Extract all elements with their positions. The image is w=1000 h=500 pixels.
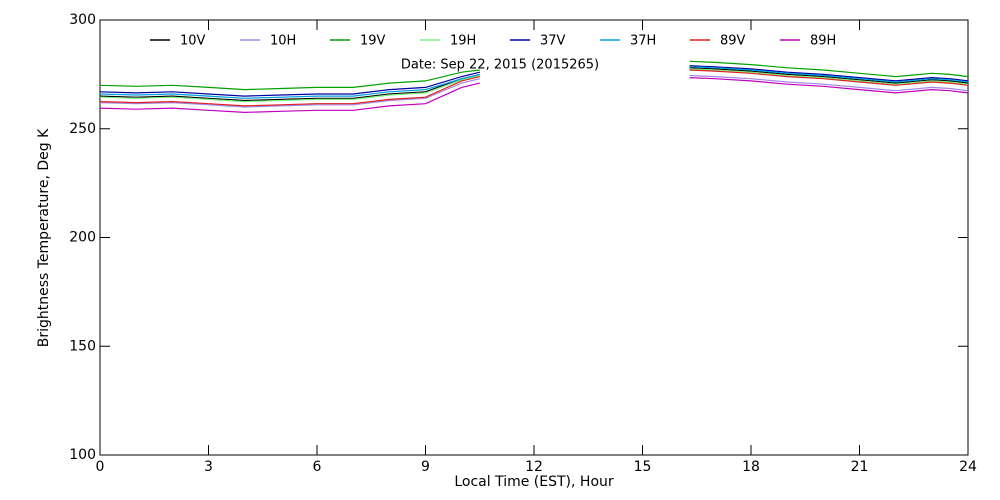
y-tick-label: 150 (69, 338, 96, 354)
series-line (99, 67, 969, 102)
x-tick-label: 3 (204, 459, 213, 475)
legend-label: 19H (450, 34, 476, 49)
legend-label: 10H (270, 34, 296, 49)
x-tick-label: 6 (313, 459, 322, 475)
series-line (99, 60, 969, 91)
legend-label: 89V (720, 34, 746, 49)
series-line (99, 65, 969, 97)
x-tick-label: 12 (525, 459, 543, 475)
legend-label: 19V (360, 34, 386, 49)
x-tick-label: 21 (851, 459, 869, 475)
y-axis-label: Brightness Temperature, Deg K (36, 128, 52, 347)
x-axis-label: Local Time (EST), Hour (454, 474, 614, 490)
y-tick-label: 100 (69, 447, 96, 463)
series-line (99, 66, 969, 99)
legend-label: 37H (630, 34, 656, 49)
series-line (99, 68, 969, 103)
series-line (99, 69, 969, 107)
y-tick-label: 200 (69, 230, 96, 246)
legend-label: 89H (810, 34, 836, 49)
y-tick-label: 250 (69, 121, 96, 137)
annotation: Date: Sep 22, 2015 (2015265) (401, 58, 599, 73)
x-tick-label: 9 (421, 459, 430, 475)
y-tick-label: 300 (69, 12, 96, 28)
legend-label: 10V (180, 34, 206, 49)
legend-label: 37V (540, 34, 566, 49)
x-tick-label: 24 (959, 459, 977, 475)
series-line (99, 74, 969, 108)
x-tick-label: 15 (634, 459, 652, 475)
series-line (99, 77, 969, 114)
x-tick-label: 18 (742, 459, 760, 475)
x-tick-label: 0 (96, 459, 105, 475)
